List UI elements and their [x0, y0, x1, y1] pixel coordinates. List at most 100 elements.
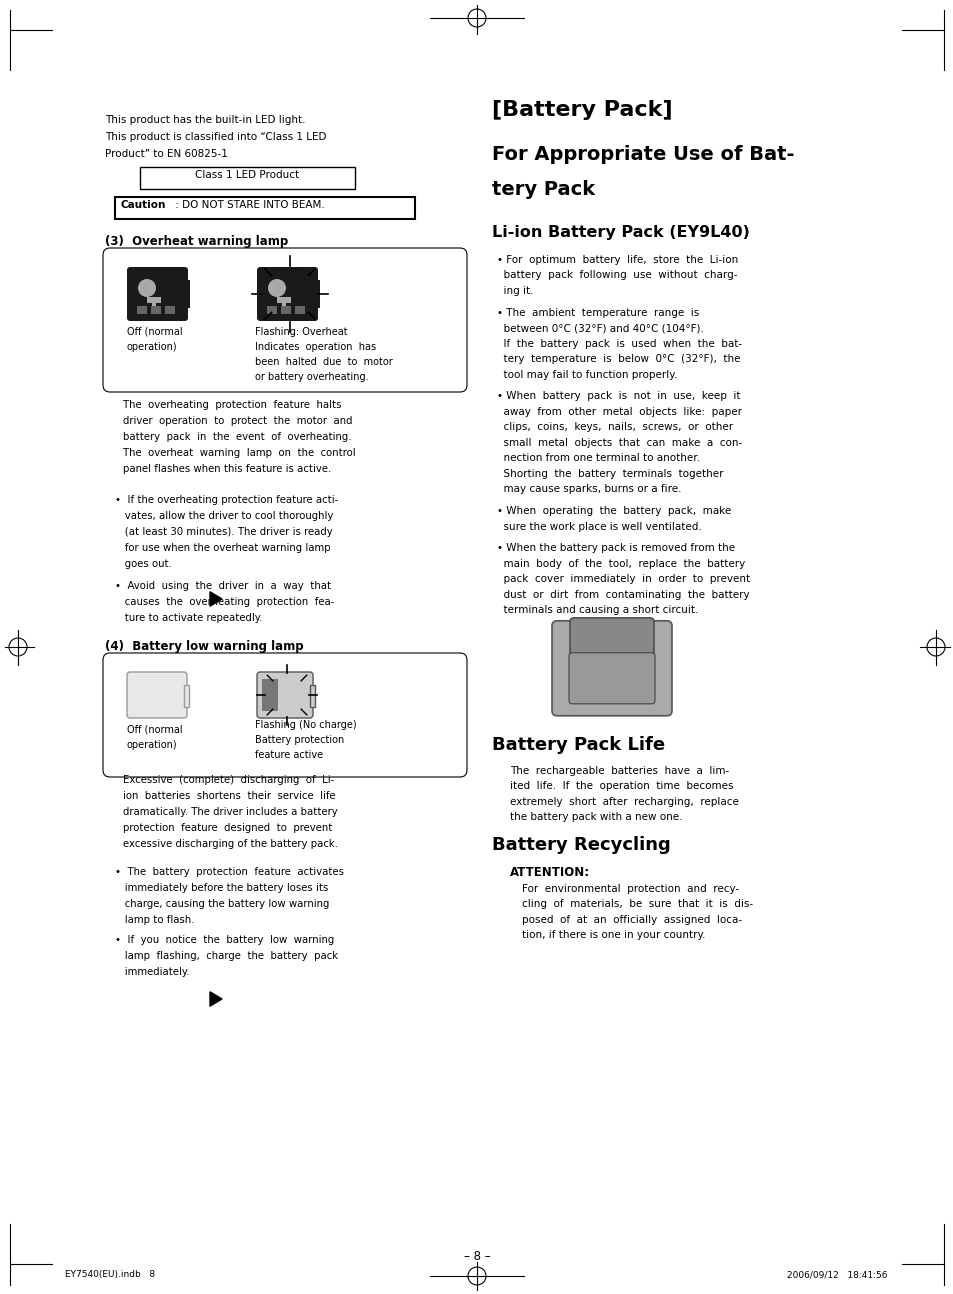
Text: between 0°C (32°F) and 40°C (104°F).: between 0°C (32°F) and 40°C (104°F). — [497, 324, 703, 333]
Bar — [276, 298, 291, 303]
Text: • When  battery  pack  is  not  in  use,  keep  it: • When battery pack is not in use, keep … — [497, 391, 740, 401]
Text: causes  the  overheating  protection  fea-: causes the overheating protection fea- — [115, 597, 334, 607]
Text: • The  ambient  temperature  range  is: • The ambient temperature range is — [497, 308, 699, 318]
Text: ATTENTION:: ATTENTION: — [510, 866, 590, 879]
Text: tery Pack: tery Pack — [492, 180, 595, 199]
Text: Battery Pack Life: Battery Pack Life — [492, 736, 664, 754]
FancyBboxPatch shape — [552, 621, 671, 716]
Text: nection from one terminal to another.: nection from one terminal to another. — [497, 453, 700, 463]
Text: Product” to EN 60825-1: Product” to EN 60825-1 — [105, 149, 228, 159]
Text: feature active: feature active — [254, 751, 323, 760]
Text: been  halted  due  to  motor: been halted due to motor — [254, 357, 393, 367]
Text: dramatically. The driver includes a battery: dramatically. The driver includes a batt… — [123, 807, 337, 817]
Polygon shape — [210, 991, 222, 1007]
Text: : DO NOT STARE INTO BEAM.: : DO NOT STARE INTO BEAM. — [172, 201, 324, 210]
Text: Caution: Caution — [121, 201, 166, 210]
Bar — [185, 280, 190, 308]
Text: cling  of  materials,  be  sure  that  it  is  dis-: cling of materials, be sure that it is d… — [521, 899, 752, 910]
Text: •  Avoid  using  the  driver  in  a  way  that: • Avoid using the driver in a way that — [115, 581, 331, 591]
Text: protection  feature  designed  to  prevent: protection feature designed to prevent — [123, 823, 332, 833]
Text: away  from  other  metal  objects  like:  paper: away from other metal objects like: pape… — [497, 406, 741, 417]
Text: If  the  battery  pack  is  used  when  the  bat-: If the battery pack is used when the bat… — [497, 339, 741, 348]
Text: posed  of  at  an  officially  assigned  loca-: posed of at an officially assigned loca- — [521, 915, 741, 925]
Bar — [294, 305, 305, 314]
Text: Battery protection: Battery protection — [254, 735, 344, 745]
Text: excessive discharging of the battery pack.: excessive discharging of the battery pac… — [123, 839, 337, 849]
Text: may cause sparks, burns or a fire.: may cause sparks, burns or a fire. — [497, 484, 680, 494]
Text: Shorting  the  battery  terminals  together: Shorting the battery terminals together — [497, 468, 722, 479]
Text: battery  pack  in  the  event  of  overheating.: battery pack in the event of overheating… — [123, 432, 351, 443]
Text: (4)  Battery low warning lamp: (4) Battery low warning lamp — [105, 641, 303, 653]
Text: The  overheating  protection  feature  halts: The overheating protection feature halts — [123, 400, 341, 410]
Text: • For  optimum  battery  life,  store  the  Li-ion: • For optimum battery life, store the Li… — [497, 255, 738, 265]
Bar — [137, 305, 147, 314]
Text: 2006/09/12   18:41:56: 2006/09/12 18:41:56 — [786, 1269, 887, 1278]
Bar — [140, 167, 355, 189]
FancyBboxPatch shape — [256, 267, 317, 321]
Text: •  The  battery  protection  feature  activates: • The battery protection feature activat… — [115, 867, 344, 877]
Text: Off (normal: Off (normal — [127, 327, 182, 336]
Text: panel flashes when this feature is active.: panel flashes when this feature is activ… — [123, 465, 331, 474]
Text: immediately.: immediately. — [115, 967, 190, 977]
Text: pack  cover  immediately  in  order  to  prevent: pack cover immediately in order to preve… — [497, 575, 749, 585]
FancyBboxPatch shape — [262, 679, 277, 710]
Text: The  overheat  warning  lamp  on  the  control: The overheat warning lamp on the control — [123, 448, 355, 458]
Text: sure the work place is well ventilated.: sure the work place is well ventilated. — [497, 521, 701, 532]
FancyBboxPatch shape — [256, 672, 313, 718]
Text: This product has the built-in LED light.: This product has the built-in LED light. — [105, 115, 305, 126]
Bar — [165, 305, 174, 314]
FancyBboxPatch shape — [569, 617, 654, 657]
Text: immediately before the battery loses its: immediately before the battery loses its — [115, 883, 328, 893]
Circle shape — [138, 280, 156, 298]
Text: The  rechargeable  batteries  have  a  lim-: The rechargeable batteries have a lim- — [510, 766, 728, 776]
Bar — [151, 305, 161, 314]
Text: operation): operation) — [127, 342, 177, 352]
Text: Indicates  operation  has: Indicates operation has — [254, 342, 375, 352]
Text: •  If  you  notice  the  battery  low  warning: • If you notice the battery low warning — [115, 936, 334, 945]
Text: tool may fail to function properly.: tool may fail to function properly. — [497, 370, 677, 379]
Bar — [184, 685, 189, 707]
Bar — [152, 303, 156, 307]
Text: ing it.: ing it. — [497, 286, 533, 296]
Bar — [147, 298, 161, 303]
Text: the battery pack with a new one.: the battery pack with a new one. — [510, 813, 681, 822]
Text: Flashing: Overheat: Flashing: Overheat — [254, 327, 347, 336]
FancyBboxPatch shape — [127, 672, 187, 718]
Text: battery  pack  following  use  without  charg-: battery pack following use without charg… — [497, 270, 737, 281]
Bar — [282, 303, 286, 307]
Text: ture to activate repeatedly.: ture to activate repeatedly. — [115, 613, 262, 622]
Text: • When  operating  the  battery  pack,  make: • When operating the battery pack, make — [497, 506, 731, 516]
Text: For  environmental  protection  and  recy-: For environmental protection and recy- — [521, 884, 739, 894]
Bar — [314, 280, 319, 308]
Text: lamp to flash.: lamp to flash. — [115, 915, 194, 925]
Text: charge, causing the battery low warning: charge, causing the battery low warning — [115, 899, 329, 908]
Text: This product is classified into “Class 1 LED: This product is classified into “Class 1… — [105, 132, 326, 142]
Text: or battery overheating.: or battery overheating. — [254, 371, 368, 382]
Text: Excessive  (complete)  discharging  of  Li-: Excessive (complete) discharging of Li- — [123, 775, 334, 785]
Text: vates, allow the driver to cool thoroughly: vates, allow the driver to cool thorough… — [115, 511, 333, 521]
Text: [Battery Pack]: [Battery Pack] — [492, 100, 672, 120]
Text: small  metal  objects  that  can  make  a  con-: small metal objects that can make a con- — [497, 437, 741, 448]
Text: – 8 –: – 8 – — [463, 1250, 490, 1263]
Text: Battery Recycling: Battery Recycling — [492, 836, 670, 854]
Bar — [605, 652, 616, 659]
Bar — [621, 652, 631, 659]
Text: For Appropriate Use of Bat-: For Appropriate Use of Bat- — [492, 145, 794, 164]
Polygon shape — [210, 591, 222, 606]
Text: clips,  coins,  keys,  nails,  screws,  or  other: clips, coins, keys, nails, screws, or ot… — [497, 422, 732, 432]
Text: Flashing (No charge): Flashing (No charge) — [254, 719, 356, 730]
Bar — [310, 685, 314, 707]
Text: main  body  of  the  tool,  replace  the  battery: main body of the tool, replace the batte… — [497, 559, 744, 569]
Circle shape — [268, 280, 286, 298]
FancyBboxPatch shape — [568, 652, 655, 704]
Text: ion  batteries  shortens  their  service  life: ion batteries shortens their service lif… — [123, 791, 335, 801]
Bar — [267, 305, 276, 314]
Text: tion, if there is one in your country.: tion, if there is one in your country. — [521, 930, 705, 941]
Bar — [281, 305, 291, 314]
Text: ited  life.  If  the  operation  time  becomes: ited life. If the operation time becomes — [510, 782, 733, 792]
Bar — [115, 197, 415, 219]
Text: Li-ion Battery Pack (EY9L40): Li-ion Battery Pack (EY9L40) — [492, 225, 749, 239]
FancyBboxPatch shape — [127, 267, 188, 321]
Text: • When the battery pack is removed from the: • When the battery pack is removed from … — [497, 543, 735, 554]
Text: terminals and causing a short circuit.: terminals and causing a short circuit. — [497, 606, 698, 616]
